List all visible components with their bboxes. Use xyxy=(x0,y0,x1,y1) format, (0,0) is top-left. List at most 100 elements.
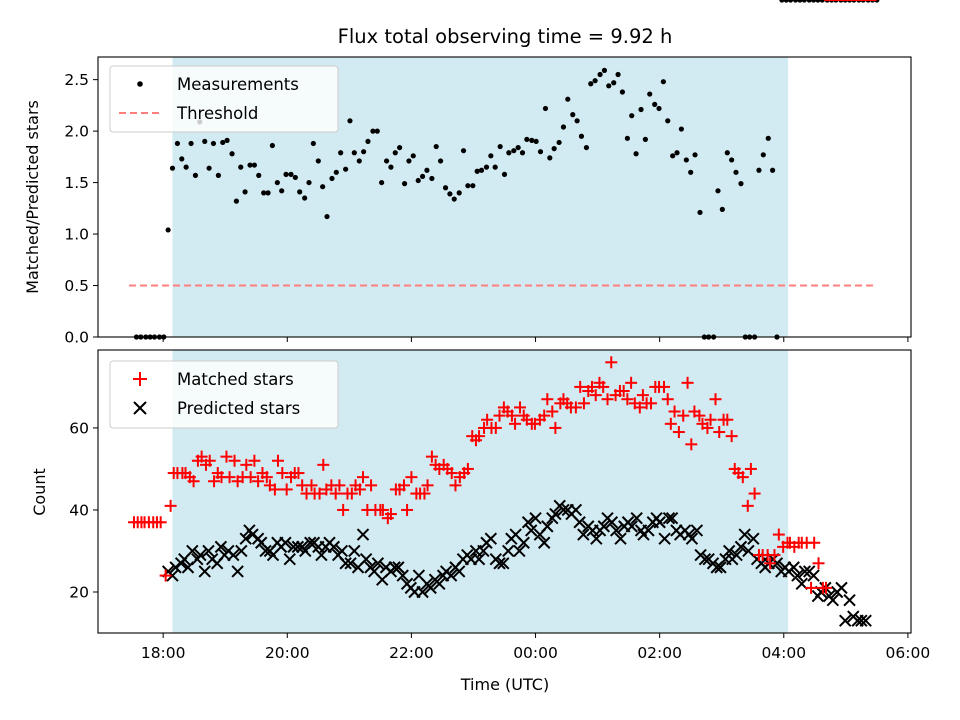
predicted-star-point xyxy=(231,565,244,578)
measurement-point xyxy=(560,124,567,130)
measurement-point xyxy=(779,0,785,3)
predicted-star-point xyxy=(327,540,341,554)
predicted-star-point xyxy=(597,520,611,533)
measurement-point xyxy=(361,149,367,155)
predicted-star-point xyxy=(517,536,530,549)
legend-measurements-label: Measurements xyxy=(177,75,299,94)
measurement-point xyxy=(283,171,289,177)
bottom-y-axis-label: Count xyxy=(30,468,49,516)
measurement-point xyxy=(220,139,226,146)
matched-star-point xyxy=(808,536,821,549)
predicted-star-point xyxy=(315,548,328,562)
measurement-point xyxy=(729,157,735,163)
matched-star-point xyxy=(805,581,818,594)
matched-star-point xyxy=(187,475,200,488)
measurement-point xyxy=(224,137,230,143)
predicted-star-point xyxy=(283,552,296,566)
top-plot-area xyxy=(129,0,880,340)
predicted-star-point xyxy=(433,577,446,590)
predicted-star-point xyxy=(698,552,712,566)
matched-star-point xyxy=(597,380,610,393)
x-axis-label: Time (UTC) xyxy=(460,675,549,694)
bottom-axes-frame xyxy=(97,349,912,634)
matched-star-point xyxy=(333,479,346,492)
predicted-star-point xyxy=(625,520,638,533)
matched-star-point xyxy=(493,409,506,422)
predicted-star-point xyxy=(807,569,820,582)
measurement-point xyxy=(215,172,221,178)
measurement-point xyxy=(179,156,185,162)
measurement-point xyxy=(770,167,776,173)
y-tick-label: 2.0 xyxy=(64,123,89,141)
predicted-star-point xyxy=(186,544,199,558)
matched-star-point xyxy=(292,467,305,480)
top-y-ticks: 0.0 0.5 1.0 1.5 2.0 2.5 xyxy=(64,71,98,347)
matched-star-point xyxy=(704,413,717,426)
top-x-ticks xyxy=(162,337,909,342)
x-tick-label: 04:00 xyxy=(761,644,806,662)
matched-star-point xyxy=(418,487,431,500)
matched-star-point xyxy=(713,426,726,439)
measurement-point xyxy=(760,152,766,158)
predicted-star-point xyxy=(344,557,357,570)
chart-title: Flux total observing time = 9.92 h xyxy=(338,25,673,48)
top-legend: Measurements Threshold xyxy=(109,65,339,133)
predicted-star-point xyxy=(573,516,586,529)
matched-star-point xyxy=(203,454,216,467)
measurement-point xyxy=(633,151,639,157)
predicted-star-point xyxy=(859,614,872,627)
measurement-point xyxy=(288,171,294,177)
predicted-star-point xyxy=(839,614,852,627)
measurement-point xyxy=(506,150,512,156)
measurement-point xyxy=(388,164,394,170)
predicted-star-point xyxy=(493,557,506,570)
matched-star-point xyxy=(240,458,253,471)
predicted-star-point xyxy=(235,544,248,558)
matched-star-point xyxy=(481,413,494,426)
measurement-point xyxy=(574,118,580,124)
predicted-star-point xyxy=(416,585,429,599)
measurement-point xyxy=(356,158,362,164)
matched-star-point xyxy=(305,479,318,492)
measurement-point xyxy=(606,83,612,89)
measurement-point xyxy=(242,189,248,195)
matched-star-point xyxy=(271,454,284,467)
predicted-star-point xyxy=(502,544,515,558)
measurement-point xyxy=(338,150,344,156)
matched-star-point xyxy=(621,393,634,406)
measurement-point xyxy=(806,0,812,3)
predicted-star-point xyxy=(835,581,848,595)
measurement-point xyxy=(697,209,703,216)
predicted-star-point xyxy=(798,565,812,578)
matched-star-point xyxy=(569,401,582,414)
predicted-star-point xyxy=(166,569,179,582)
measurement-point xyxy=(619,89,626,95)
predicted-star-point xyxy=(722,544,736,558)
measurement-point xyxy=(333,169,339,175)
matched-star-point xyxy=(617,385,630,398)
matched-star-point xyxy=(668,405,681,418)
matched-star-point xyxy=(268,483,281,496)
measurement-point xyxy=(347,118,353,124)
matched-star-point xyxy=(260,471,273,484)
predicted-star-point xyxy=(214,540,228,554)
measurement-point xyxy=(497,143,503,150)
predicted-star-point xyxy=(549,507,562,521)
matched-star-point xyxy=(768,549,781,562)
measurement-point xyxy=(320,184,326,190)
measurement-point xyxy=(556,139,562,146)
measurement-point xyxy=(302,195,308,201)
matched-star-point xyxy=(228,454,241,467)
matched-star-point xyxy=(473,430,486,443)
measurement-point xyxy=(269,142,275,149)
measurement-point xyxy=(351,150,357,156)
bottom-legend: Matched stars Predicted stars xyxy=(109,360,339,429)
matched-star-point xyxy=(764,557,777,570)
predicted-star-point xyxy=(513,544,526,558)
measurement-point xyxy=(188,140,194,147)
measurement-point xyxy=(478,167,485,173)
measurement-point xyxy=(442,185,449,191)
measurement-point xyxy=(406,158,412,164)
measurement-point xyxy=(210,140,217,147)
